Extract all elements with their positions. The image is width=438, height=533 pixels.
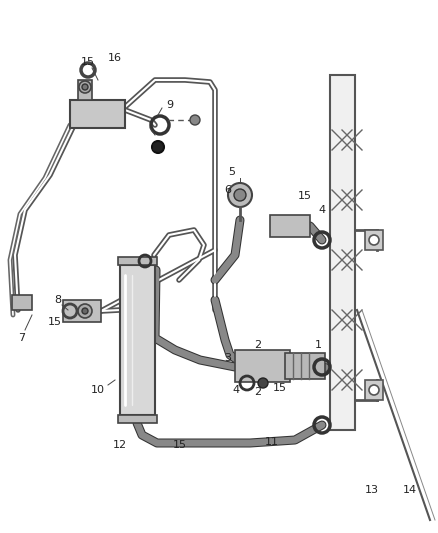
Circle shape [190, 115, 200, 125]
Circle shape [369, 385, 379, 395]
Circle shape [82, 308, 88, 314]
Circle shape [78, 304, 92, 318]
Circle shape [82, 84, 88, 90]
Text: 2: 2 [254, 340, 261, 350]
Text: 12: 12 [113, 440, 127, 450]
Text: 15: 15 [81, 57, 95, 67]
Circle shape [234, 189, 246, 201]
Text: 14: 14 [403, 485, 417, 495]
Text: 11: 11 [265, 437, 279, 447]
Text: 8: 8 [54, 295, 62, 305]
Text: 3: 3 [225, 353, 232, 363]
Text: 15: 15 [48, 317, 62, 327]
Bar [365, 380, 383, 400]
Circle shape [228, 183, 252, 207]
Bar [118, 415, 157, 423]
Text: 16: 16 [108, 53, 122, 63]
Circle shape [258, 378, 268, 388]
Text: 10: 10 [91, 385, 105, 395]
Text: 4: 4 [233, 385, 240, 395]
Bar [330, 75, 355, 430]
Text: 6: 6 [225, 185, 232, 195]
Bar [63, 300, 101, 322]
Bar [70, 100, 125, 128]
Circle shape [369, 235, 379, 245]
Text: 13: 13 [365, 485, 379, 495]
Text: 8: 8 [152, 143, 159, 153]
Bar [12, 295, 32, 310]
Bar [235, 350, 290, 382]
Text: 9: 9 [166, 100, 173, 110]
Text: 15: 15 [273, 383, 287, 393]
Bar [270, 215, 310, 237]
Text: 5: 5 [229, 167, 236, 177]
Bar [120, 265, 155, 415]
Text: 4: 4 [318, 205, 325, 215]
Text: 1: 1 [314, 340, 321, 350]
Bar [78, 80, 92, 100]
Bar [118, 257, 157, 265]
Circle shape [152, 141, 164, 153]
Text: 15: 15 [298, 191, 312, 201]
Text: 7: 7 [18, 333, 25, 343]
Text: 2: 2 [254, 387, 261, 397]
Circle shape [79, 81, 91, 93]
Bar [365, 230, 383, 250]
Bar [285, 353, 325, 379]
Text: 15: 15 [173, 440, 187, 450]
